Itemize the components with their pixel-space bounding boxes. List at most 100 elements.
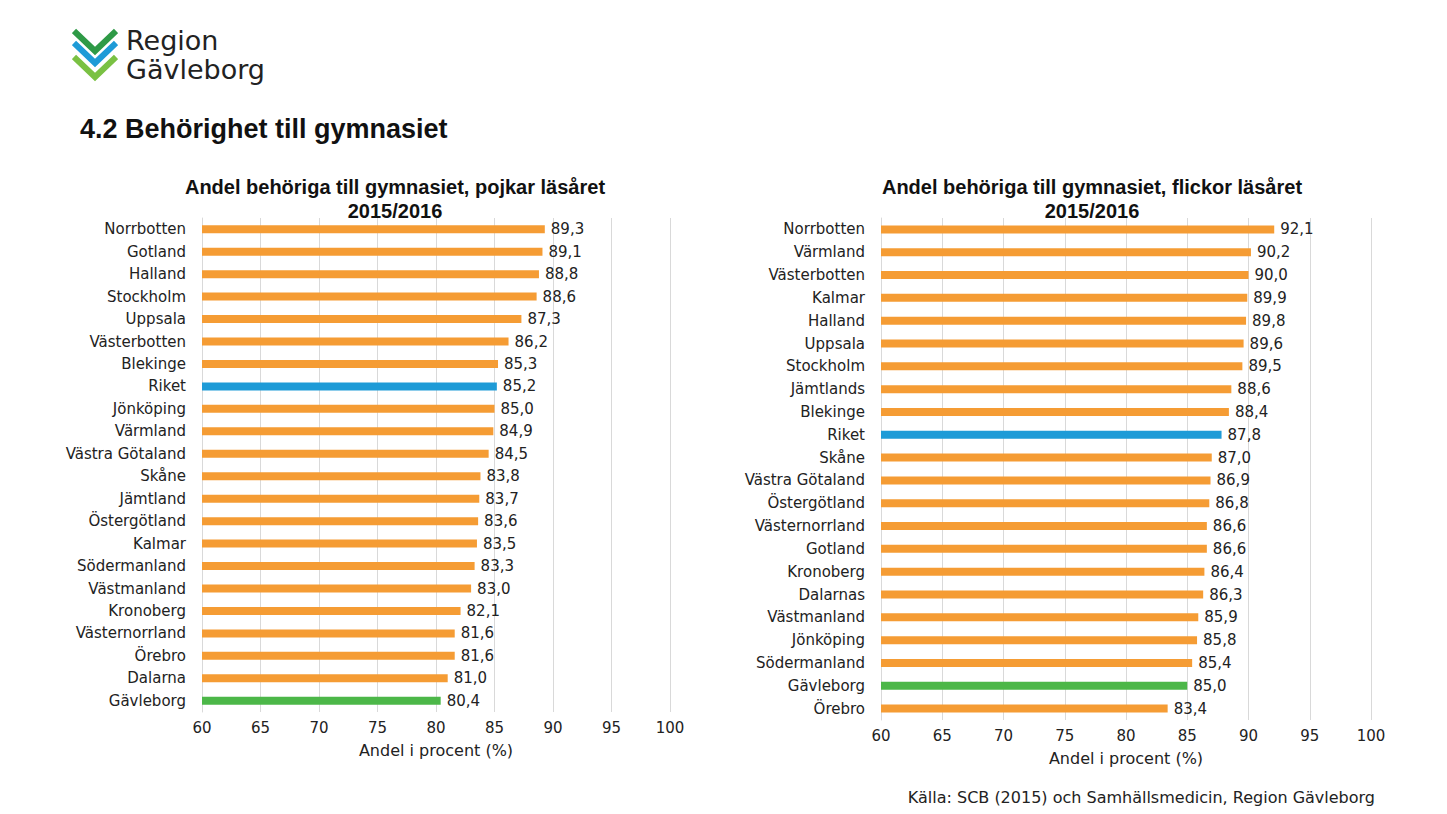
svg-text:86,3: 86,3 [1209,586,1242,604]
svg-text:Riket: Riket [827,426,865,444]
svg-text:86,6: 86,6 [1213,540,1246,558]
svg-text:Jönköping: Jönköping [112,400,186,418]
svg-text:Norrbotten: Norrbotten [104,220,186,238]
svg-text:Norrbotten: Norrbotten [783,220,865,238]
svg-text:Värmland: Värmland [115,422,186,440]
svg-text:Andel i procent (%): Andel i procent (%) [359,741,513,760]
svg-text:83,4: 83,4 [1174,700,1207,718]
svg-text:Jämtland: Jämtland [119,490,187,508]
svg-text:2015/2016: 2015/2016 [348,200,443,222]
svg-text:70: 70 [994,727,1013,745]
svg-text:75: 75 [368,719,387,737]
svg-text:Västernorrland: Västernorrland [755,517,865,535]
svg-text:Gävleborg: Gävleborg [788,677,865,695]
svg-text:Västmanland: Västmanland [767,608,865,626]
svg-text:95: 95 [602,719,621,737]
svg-text:Västerbotten: Västerbotten [768,266,865,284]
svg-text:Riket: Riket [148,377,186,395]
svg-text:88,6: 88,6 [1237,380,1270,398]
svg-text:80: 80 [1116,727,1135,745]
svg-text:Dalarna: Dalarna [127,669,186,687]
svg-text:86,8: 86,8 [1215,494,1248,512]
svg-text:Dalarnas: Dalarnas [798,586,865,604]
svg-text:Blekinge: Blekinge [800,403,865,421]
svg-text:92,1: 92,1 [1280,220,1313,238]
svg-text:90,2: 90,2 [1257,243,1290,261]
svg-text:100: 100 [656,719,685,737]
svg-text:81,0: 81,0 [454,669,487,687]
svg-text:Andel i procent (%): Andel i procent (%) [1049,749,1203,768]
svg-text:83,7: 83,7 [485,490,518,508]
svg-text:100: 100 [1357,727,1386,745]
svg-text:90: 90 [543,719,562,737]
svg-text:85,9: 85,9 [1204,608,1237,626]
svg-text:88,8: 88,8 [545,265,578,283]
svg-text:Jönköping: Jönköping [791,631,865,649]
svg-text:85,0: 85,0 [1193,677,1226,695]
svg-text:Blekinge: Blekinge [121,355,186,373]
svg-text:Skåne: Skåne [140,467,186,485]
svg-text:Andel behöriga till gymnasiet,: Andel behöriga till gymnasiet, pojkar lä… [185,176,605,198]
svg-text:89,6: 89,6 [1250,335,1283,353]
svg-text:85,2: 85,2 [503,377,536,395]
svg-text:Västra Götaland: Västra Götaland [745,471,865,489]
svg-text:85,3: 85,3 [504,355,537,373]
svg-text:85,4: 85,4 [1198,654,1231,672]
svg-text:Gävleborg: Gävleborg [109,692,186,710]
svg-text:Västerbotten: Västerbotten [89,333,186,351]
svg-text:Värmland: Värmland [794,243,865,261]
svg-text:83,8: 83,8 [486,467,519,485]
svg-text:Västra Götaland: Västra Götaland [66,445,186,463]
svg-text:Gotland: Gotland [806,540,865,558]
svg-text:Halland: Halland [808,312,865,330]
svg-text:88,4: 88,4 [1235,403,1268,421]
svg-text:Gotland: Gotland [127,243,186,261]
svg-text:85,8: 85,8 [1203,631,1236,649]
svg-text:83,0: 83,0 [477,580,510,598]
svg-text:2015/2016: 2015/2016 [1045,200,1140,222]
svg-text:82,1: 82,1 [467,602,500,620]
svg-text:Örebro: Örebro [135,646,186,665]
svg-text:88,6: 88,6 [543,288,576,306]
svg-text:Stockholm: Stockholm [107,288,186,306]
svg-text:84,5: 84,5 [495,445,528,463]
svg-text:83,5: 83,5 [483,535,516,553]
svg-text:Kalmar: Kalmar [812,289,866,307]
svg-text:87,0: 87,0 [1218,449,1251,467]
svg-text:84,9: 84,9 [499,422,532,440]
svg-text:60: 60 [871,727,890,745]
svg-text:89,8: 89,8 [1252,312,1285,330]
svg-text:81,6: 81,6 [461,624,494,642]
svg-text:Östergötland: Östergötland [88,511,186,530]
svg-text:Östergötland: Östergötland [767,493,865,512]
svg-text:80: 80 [426,719,445,737]
svg-text:86,4: 86,4 [1210,563,1243,581]
svg-text:90: 90 [1239,727,1258,745]
svg-text:Uppsala: Uppsala [126,310,186,328]
svg-text:Södermanland: Södermanland [756,654,865,672]
svg-text:83,3: 83,3 [481,557,514,575]
svg-text:Skåne: Skåne [819,449,865,467]
svg-text:Kronoberg: Kronoberg [108,602,186,620]
svg-text:70: 70 [309,719,328,737]
svg-text:Örebro: Örebro [814,699,865,718]
svg-text:Västernorrland: Västernorrland [76,624,186,642]
svg-text:85: 85 [485,719,504,737]
svg-text:65: 65 [251,719,270,737]
svg-text:86,9: 86,9 [1217,471,1250,489]
svg-text:89,9: 89,9 [1253,289,1286,307]
svg-text:Stockholm: Stockholm [786,357,865,375]
svg-text:87,8: 87,8 [1228,426,1261,444]
svg-text:Uppsala: Uppsala [805,335,865,353]
svg-text:75: 75 [1055,727,1074,745]
svg-text:83,6: 83,6 [484,512,517,530]
svg-text:90,0: 90,0 [1255,266,1288,284]
svg-text:Andel behöriga till gymnasiet,: Andel behöriga till gymnasiet, flickor l… [882,176,1302,198]
svg-text:95: 95 [1300,727,1319,745]
svg-text:Kronoberg: Kronoberg [787,563,865,581]
svg-text:60: 60 [192,719,211,737]
svg-text:Halland: Halland [129,265,186,283]
svg-text:Kalmar: Kalmar [133,535,187,553]
svg-text:89,1: 89,1 [548,243,581,261]
svg-text:Västmanland: Västmanland [88,580,186,598]
